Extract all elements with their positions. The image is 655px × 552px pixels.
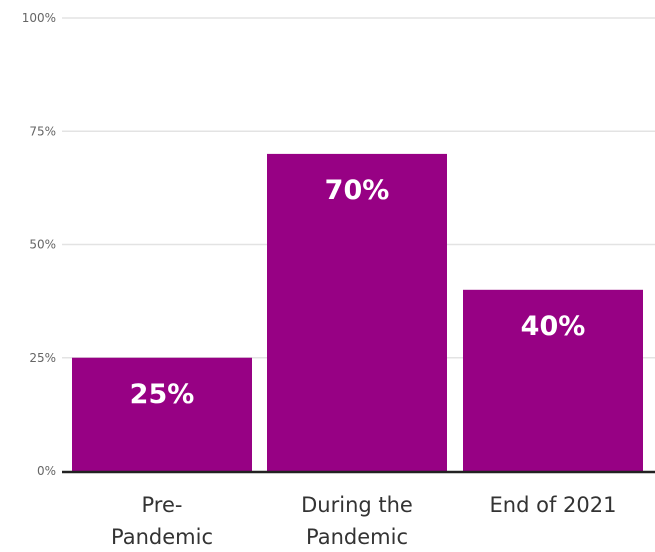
y-tick-label: 100% [22,11,56,25]
y-tick-label: 75% [29,124,56,138]
category-label-line: Pandemic [306,525,408,549]
category-label: Pre- Pandemic [111,493,213,549]
x-axis-category-labels: Pre- Pandemic During the Pandemic End of 202… [111,493,616,549]
category-label-line: End of 2021 [490,493,617,517]
data-label: 25% [130,379,195,410]
category-label-line: Pre- [142,493,183,517]
bar [72,357,252,471]
y-tick-label: 0% [37,464,56,478]
y-axis-tick-labels: 0% 25% 50% 75% 100% [22,11,56,478]
data-label: 40% [521,311,586,342]
data-label: 70% [325,175,390,206]
category-label: End of 2021 [490,493,617,517]
category-label-line: Pandemic [111,525,213,549]
bar [267,153,447,471]
y-tick-label: 50% [29,238,56,252]
bar [463,289,643,471]
data-labels: 25% 70% 40% [130,175,586,410]
category-label: During the Pandemic [301,493,413,549]
category-label-line: During the [301,493,413,517]
y-tick-label: 25% [29,351,56,365]
bars [72,153,643,471]
